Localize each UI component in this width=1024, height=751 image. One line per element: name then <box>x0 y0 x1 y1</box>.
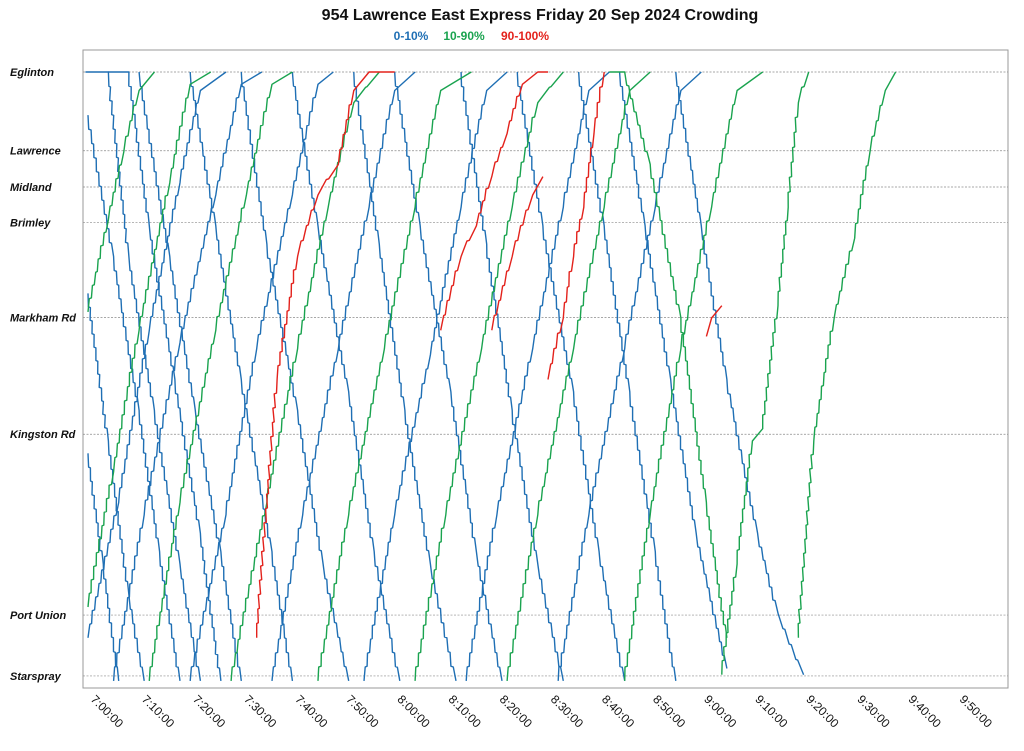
x-tick-label: 8:30:00 <box>548 692 586 730</box>
series-line <box>189 71 294 681</box>
chart-title: 954 Lawrence East Express Friday 20 Sep … <box>322 7 759 24</box>
x-tick-label: 7:30:00 <box>241 692 279 730</box>
series-line <box>87 453 120 681</box>
series-line <box>440 71 548 331</box>
x-tick-label: 8:20:00 <box>497 692 535 730</box>
series-line <box>230 71 380 681</box>
series-line <box>291 71 401 682</box>
stop-label: Kingston Rd <box>10 429 76 441</box>
series-line <box>148 71 293 681</box>
series-line <box>547 71 605 380</box>
stop-label: Eglinton <box>10 67 54 79</box>
stop-label: Midland <box>10 182 52 194</box>
series-line <box>87 71 155 312</box>
series-line <box>578 71 677 681</box>
series-line <box>87 71 212 608</box>
plot-frame <box>82 49 1009 689</box>
stop-label: Port Union <box>10 610 66 622</box>
series-line <box>609 71 728 638</box>
series-line <box>189 71 334 681</box>
x-tick-label: 8:00:00 <box>395 692 433 730</box>
series-line <box>491 176 544 331</box>
series-line <box>557 71 702 681</box>
stop-label: Markham Rd <box>10 312 76 324</box>
x-tick-label: 9:20:00 <box>803 692 841 730</box>
x-tick-label: 8:50:00 <box>650 692 688 730</box>
series-line <box>353 71 457 682</box>
series-line <box>363 71 508 681</box>
series-line <box>138 71 242 681</box>
grid <box>83 71 1008 677</box>
series-line <box>797 71 897 638</box>
legend-entry: 10-90% <box>443 29 485 43</box>
x-tick-label: 7:40:00 <box>292 692 330 730</box>
series-line <box>506 71 651 681</box>
stop-label: Brimley <box>10 218 51 230</box>
stop-label: Starspray <box>10 671 62 683</box>
y-axis-labels: Eglinton Lawrence Midland Brimley Markham Rd… <box>10 67 76 683</box>
series-line <box>618 71 728 669</box>
series-line <box>675 71 805 675</box>
x-tick-label: 9:50:00 <box>957 692 995 730</box>
x-tick-label: 7:10:00 <box>139 692 177 730</box>
x-tick-label: 9:10:00 <box>752 692 790 730</box>
x-axis-labels: 7:00:00 7:10:00 7:20:00 7:30:00 7:40:00 7:50:… <box>88 692 995 730</box>
x-tick-label: 7:00:00 <box>88 692 126 730</box>
x-tick-label: 8:40:00 <box>599 692 637 730</box>
series-line <box>87 71 227 638</box>
series-line <box>112 71 263 681</box>
series-line <box>271 71 416 681</box>
legend-entry: 0-10% <box>394 29 429 43</box>
series-line <box>414 71 564 681</box>
series-line <box>317 71 472 681</box>
series-line <box>460 71 564 682</box>
x-tick-label: 9:40:00 <box>906 692 944 730</box>
x-tick-label: 7:20:00 <box>190 692 228 730</box>
x-tick-label: 7:50:00 <box>343 692 381 730</box>
series-line <box>240 71 350 682</box>
series-line <box>465 71 610 681</box>
series-line <box>87 293 145 682</box>
legend-entry: 90-100% <box>501 29 549 43</box>
x-tick-label: 9:00:00 <box>701 692 739 730</box>
x-tick-label: 8:10:00 <box>446 692 484 730</box>
x-tick-label: 9:30:00 <box>855 692 893 730</box>
series-line <box>624 71 764 681</box>
series-layer <box>85 71 897 682</box>
legend: 0-10% 10-90% 90-100% <box>394 29 550 43</box>
stop-label: Lawrence <box>10 146 61 158</box>
series-line <box>108 71 222 681</box>
series-line <box>394 71 503 682</box>
series-line <box>721 71 810 675</box>
series-line <box>85 71 202 681</box>
series-line <box>705 305 723 337</box>
series-line <box>256 71 395 638</box>
